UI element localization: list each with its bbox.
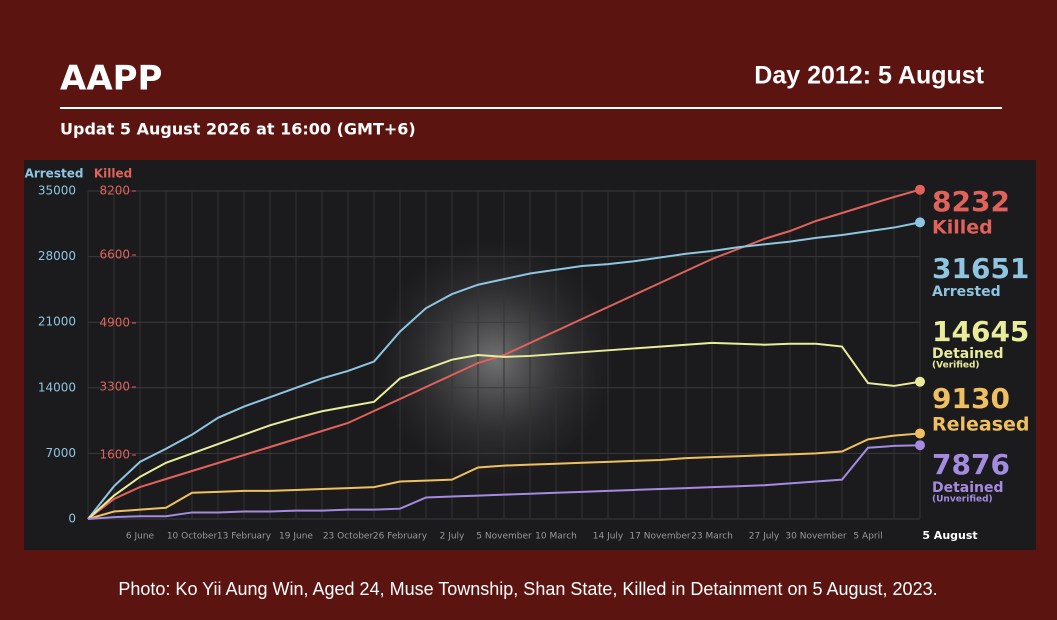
legend-label: Killed	[932, 217, 993, 239]
x-tick-label: 5 April	[853, 532, 882, 542]
legend-qualifier: (Verified)	[932, 361, 980, 371]
series-line	[87, 188, 921, 520]
legend-label: Arrested	[932, 284, 1001, 300]
end-dot	[915, 184, 925, 195]
chart: Arrested Killed 0 7000 14000 21000 28000 35000 1…	[25, 167, 1030, 543]
y-tick-label: 21000	[38, 315, 76, 329]
x-tick-label: 13 February	[217, 532, 272, 542]
end-dot	[915, 428, 925, 439]
series-line	[87, 341, 921, 520]
end-dot	[915, 440, 925, 451]
x-tick-label: 30 November	[785, 532, 846, 542]
y2-tick-label: 4900	[99, 316, 130, 330]
x-tick-label: 19 June	[279, 532, 313, 542]
subtitle: Updat 5 August 2026 at 16:00 (GMT+6)	[60, 120, 416, 139]
y-axis-title: Arrested	[25, 167, 84, 181]
value-label: 7876	[932, 448, 1010, 481]
legend-label: Detained	[932, 346, 1004, 362]
y2-axis-title: Killed	[94, 167, 132, 181]
value-label: 14645	[932, 315, 1029, 348]
x-tick-label: 17 November	[629, 532, 690, 542]
x-tick-label: 26 February	[373, 532, 428, 542]
series-line	[87, 221, 921, 520]
x-tick-label: 10 October	[167, 532, 218, 542]
legend-label: Released	[932, 414, 1030, 436]
series-line	[87, 444, 921, 520]
x-tick-label: 5 August	[922, 529, 977, 542]
y2-tick-label: 6600	[99, 248, 130, 262]
y2-tick-label: 8200	[99, 184, 130, 198]
x-tick-label: 5 November	[476, 532, 532, 542]
legend-label: Detained	[932, 480, 1004, 496]
end-dot	[915, 376, 925, 387]
legend-qualifier: (Unverified)	[932, 495, 993, 505]
y2-tick-label: 3300	[99, 380, 130, 394]
x-tick-label: 2 July	[440, 532, 465, 542]
y-tick-label: 35000	[38, 184, 76, 198]
y-tick-label: 7000	[45, 446, 76, 460]
title: AAPP	[60, 59, 162, 99]
value-label: 8232	[932, 185, 1010, 218]
series-line	[87, 432, 921, 520]
x-tick-label: 10 March	[535, 532, 577, 542]
x-tick-label: 23 October	[323, 532, 374, 542]
x-tick-label: 23 March	[691, 532, 733, 542]
y-tick-label: 28000	[38, 249, 76, 263]
photo-overlay	[375, 240, 615, 480]
end-dot	[915, 217, 925, 228]
x-tick-label: 6 June	[126, 532, 155, 542]
caption: Photo: Ko Yii Aung Win, Aged 24, Muse To…	[118, 579, 937, 599]
day-label: Day 2012: 5 August	[754, 62, 984, 90]
value-label: 31651	[932, 252, 1029, 285]
y-tick-label: 14000	[38, 380, 76, 394]
y-tick-label: 0	[68, 512, 76, 526]
x-tick-label: 27 July	[749, 532, 780, 542]
value-label: 9130	[932, 382, 1010, 415]
x-tick-label: 14 July	[593, 532, 624, 542]
y2-tick-label: 1600	[99, 448, 130, 462]
